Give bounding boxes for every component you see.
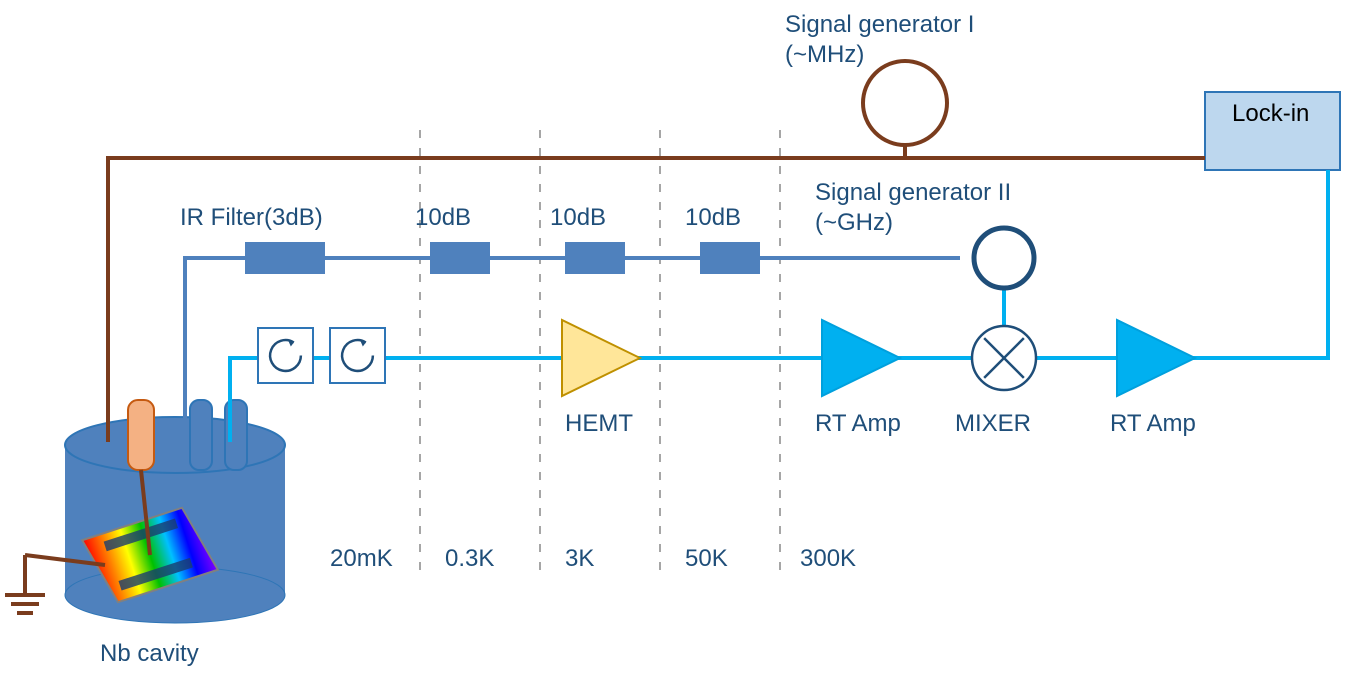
stage-3k-label: 3K xyxy=(565,545,594,573)
attenuator-2-label: 10dB xyxy=(550,204,606,232)
signal-generator-2-label: Signal generator II (~GHz) xyxy=(815,178,1011,238)
attenuator-box-3 xyxy=(700,242,760,274)
rt-amp-1-label: RT Amp xyxy=(815,410,901,438)
cavity-port-dc xyxy=(128,400,154,470)
attenuator-box-1 xyxy=(430,242,490,274)
signal-generator-1-icon xyxy=(863,61,947,145)
hemt-amp xyxy=(562,320,640,396)
mixer-label: MIXER xyxy=(955,410,1031,438)
stage-50k-label: 50K xyxy=(685,545,728,573)
stage-0-3k-label: 0.3K xyxy=(445,545,494,573)
stage-300k-label: 300K xyxy=(800,545,856,573)
attenuator-1-label: 10dB xyxy=(415,204,471,232)
attenuator-3-label: 10dB xyxy=(685,204,741,232)
rt-amp-2 xyxy=(1117,320,1195,396)
diagram-canvas xyxy=(0,0,1363,696)
rt-amp-2-label: RT Amp xyxy=(1110,410,1196,438)
hemt-label: HEMT xyxy=(565,410,633,438)
ir-filter-label: IR Filter(3dB) xyxy=(180,204,323,232)
mhz-wire xyxy=(108,158,1198,442)
nb-cavity-top xyxy=(65,417,285,473)
cavity-port-rf-in xyxy=(190,400,212,470)
sig1-line1: Signal generator I xyxy=(785,11,974,38)
circulator-box-1 xyxy=(258,328,313,383)
nb-cavity-label: Nb cavity xyxy=(100,640,199,668)
ir-filter-box xyxy=(245,242,325,274)
sig1-line2: (~MHz) xyxy=(785,41,864,68)
attenuator-box-2 xyxy=(565,242,625,274)
sig2-line2: (~GHz) xyxy=(815,209,893,236)
signal-generator-1-label: Signal generator I (~MHz) xyxy=(785,10,974,70)
stage-20mk-label: 20mK xyxy=(330,545,393,573)
sig2-line1: Signal generator II xyxy=(815,179,1011,206)
circulator-box-2 xyxy=(330,328,385,383)
lockin-label: Lock-in xyxy=(1232,100,1309,128)
rt-amp-1 xyxy=(822,320,900,396)
